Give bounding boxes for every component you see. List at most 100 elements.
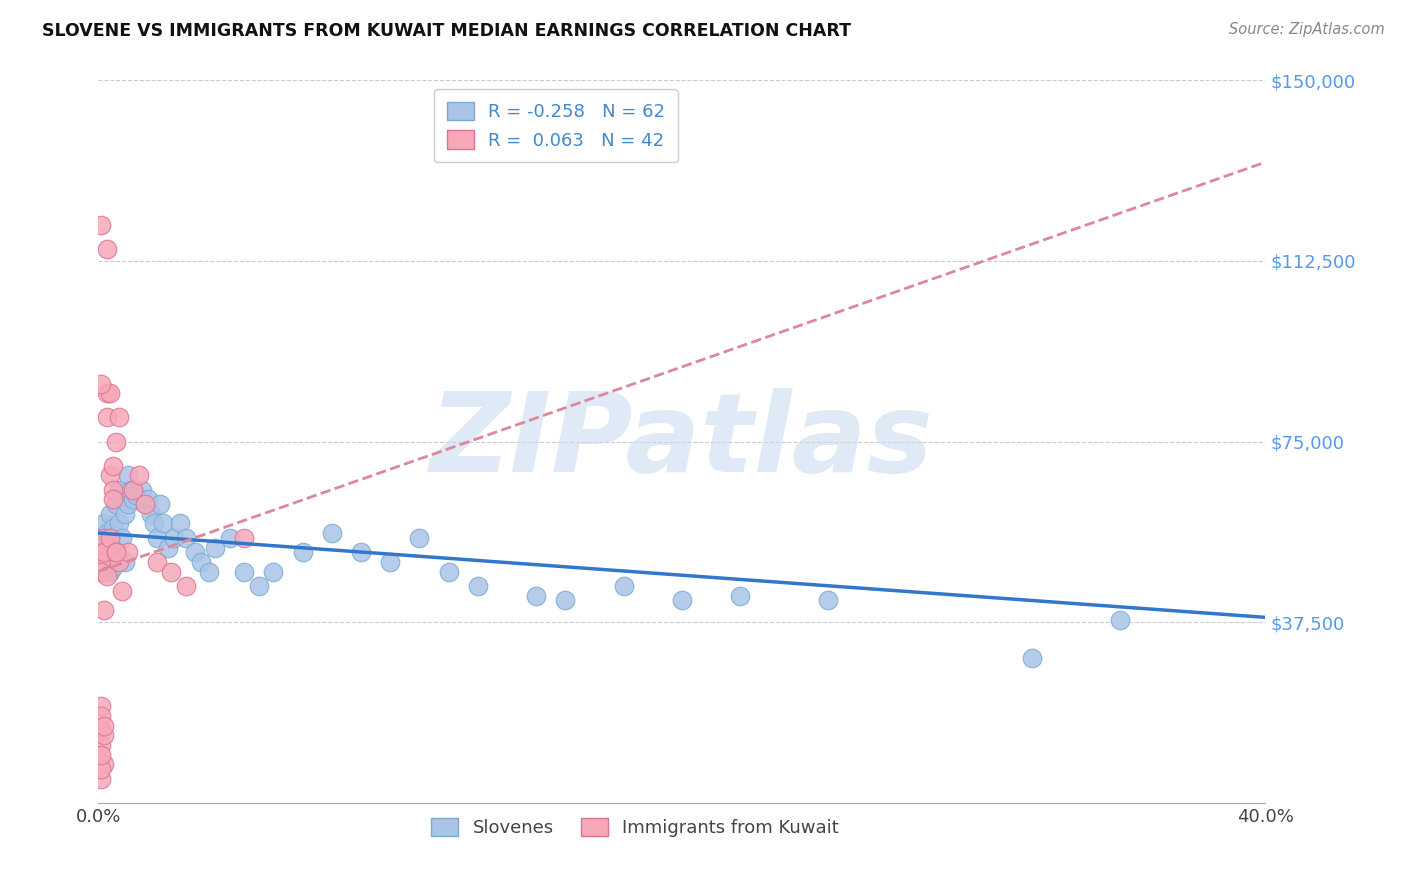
Text: Source: ZipAtlas.com: Source: ZipAtlas.com	[1229, 22, 1385, 37]
Point	[122, 483, 145, 497]
Point	[98, 531, 121, 545]
Point	[90, 699, 112, 714]
Point	[117, 468, 139, 483]
Point	[96, 242, 118, 256]
Point	[114, 507, 136, 521]
Point	[291, 545, 314, 559]
Point	[114, 555, 136, 569]
Point	[612, 579, 634, 593]
Point	[93, 545, 115, 559]
Point	[1021, 651, 1043, 665]
Point	[152, 516, 174, 531]
Point	[169, 516, 191, 531]
Point	[90, 555, 112, 569]
Point	[93, 531, 115, 545]
Point	[101, 483, 124, 497]
Point	[139, 507, 162, 521]
Point	[111, 531, 134, 545]
Point	[136, 492, 159, 507]
Point	[101, 521, 124, 535]
Point	[262, 565, 284, 579]
Point	[125, 487, 148, 501]
Point	[149, 497, 172, 511]
Point	[247, 579, 270, 593]
Point	[817, 593, 839, 607]
Point	[108, 516, 131, 531]
Point	[174, 579, 197, 593]
Point	[467, 579, 489, 593]
Legend: Slovenes, Immigrants from Kuwait: Slovenes, Immigrants from Kuwait	[425, 811, 846, 845]
Point	[146, 531, 169, 545]
Point	[233, 531, 256, 545]
Point	[321, 526, 343, 541]
Point	[96, 555, 118, 569]
Point	[163, 531, 186, 545]
Point	[93, 565, 115, 579]
Point	[160, 565, 183, 579]
Point	[157, 541, 180, 555]
Point	[101, 458, 124, 473]
Point	[93, 545, 115, 559]
Point	[101, 541, 124, 555]
Point	[93, 757, 115, 772]
Point	[104, 434, 127, 449]
Point	[120, 483, 142, 497]
Point	[90, 376, 112, 391]
Point	[90, 709, 112, 723]
Point	[111, 583, 134, 598]
Point	[98, 386, 121, 401]
Point	[90, 772, 112, 786]
Point	[104, 545, 127, 559]
Point	[131, 483, 153, 497]
Point	[111, 492, 134, 507]
Point	[96, 526, 118, 541]
Point	[671, 593, 693, 607]
Point	[93, 728, 115, 742]
Point	[122, 492, 145, 507]
Point	[117, 545, 139, 559]
Point	[98, 565, 121, 579]
Point	[90, 555, 112, 569]
Point	[174, 531, 197, 545]
Point	[380, 555, 402, 569]
Point	[104, 497, 127, 511]
Point	[183, 545, 205, 559]
Point	[98, 531, 121, 545]
Point	[101, 492, 124, 507]
Point	[104, 545, 127, 559]
Point	[524, 589, 547, 603]
Point	[128, 468, 150, 483]
Point	[350, 545, 373, 559]
Point	[90, 762, 112, 776]
Point	[408, 531, 430, 545]
Point	[730, 589, 752, 603]
Point	[96, 410, 118, 425]
Point	[437, 565, 460, 579]
Point	[198, 565, 221, 579]
Point	[90, 565, 112, 579]
Point	[98, 507, 121, 521]
Point	[90, 531, 112, 545]
Point	[90, 738, 112, 752]
Point	[93, 719, 115, 733]
Point	[142, 516, 165, 531]
Text: SLOVENE VS IMMIGRANTS FROM KUWAIT MEDIAN EARNINGS CORRELATION CHART: SLOVENE VS IMMIGRANTS FROM KUWAIT MEDIAN…	[42, 22, 851, 40]
Point	[104, 545, 127, 559]
Point	[146, 555, 169, 569]
Point	[190, 555, 212, 569]
Point	[90, 218, 112, 232]
Point	[1108, 613, 1130, 627]
Point	[134, 497, 156, 511]
Point	[108, 483, 131, 497]
Point	[554, 593, 576, 607]
Point	[90, 723, 112, 738]
Point	[101, 559, 124, 574]
Text: ZIPatlas: ZIPatlas	[430, 388, 934, 495]
Point	[90, 545, 112, 559]
Point	[233, 565, 256, 579]
Point	[117, 497, 139, 511]
Point	[96, 535, 118, 549]
Point	[218, 531, 240, 545]
Point	[90, 747, 112, 762]
Point	[204, 541, 226, 555]
